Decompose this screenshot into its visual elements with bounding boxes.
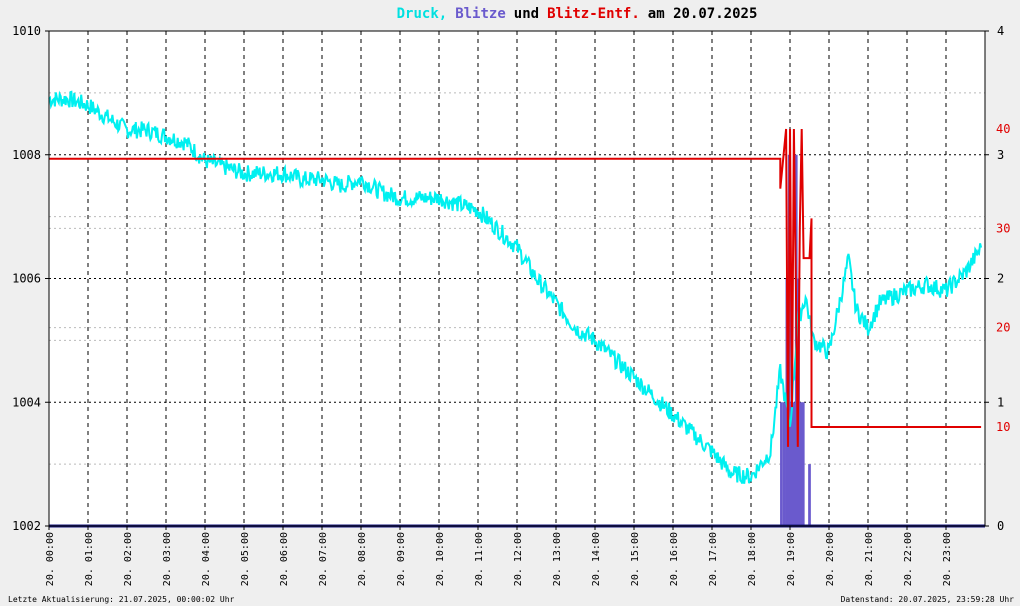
strike-bar [801,402,805,526]
x-tick-label: 20. 01:00 [84,532,95,586]
strike-bar [782,402,786,526]
strike-bar [808,464,811,526]
x-tick-label: 20. 04:00 [201,532,212,586]
x-tick-label: 20. 03:00 [162,532,173,586]
x-tick-label: 20. 11:00 [474,532,485,586]
x-tick-label: 20. 22:00 [903,532,914,586]
x-tick-label: 20. 21:00 [864,532,875,586]
strike-bar [790,402,793,526]
distance-series [49,128,982,447]
x-tick-label: 20. 13:00 [552,532,563,586]
x-tick-label: 20. 08:00 [357,532,368,586]
x-tick-label: 20. 18:00 [747,532,758,586]
x-tick-label: 20. 14:00 [591,532,602,586]
strike-bar [799,402,803,526]
y-right-strikes-label: 3 [997,148,1004,162]
y-right-distance-label: 20 [996,321,1010,335]
y-right-strikes-label: 2 [997,272,1004,286]
footer-data-status: Datenstand: 20.07.2025, 23:59:28 Uhr [841,595,1015,604]
x-tick-label: 20. 00:00 [45,532,56,586]
y-right-distance-label: 30 [996,221,1010,235]
x-tick-label: 20. 06:00 [279,532,290,586]
y-right-strikes-label: 1 [997,395,1004,409]
chart-title: Druck, Blitze und Blitz-Entf. am 20.07.2025 [397,6,758,22]
y-left-tick-label: 1002 [12,519,41,533]
footer-last-update: Letzte Aktualisierung: 21.07.2025, 00:00… [8,595,235,604]
strike-bar [780,402,783,526]
title-und: und [514,6,539,22]
y-left-tick-label: 1004 [12,395,41,409]
y-left-tick-label: 1008 [12,148,41,162]
y-right-strikes-label: 4 [997,24,1004,38]
x-tick-label: 20. 07:00 [318,532,329,586]
x-tick-label: 20. 19:00 [786,532,797,586]
y-right-distance-label: 10 [996,420,1010,434]
grid [49,31,985,526]
title-sep: , [439,6,447,22]
title-date: am 20.07.2025 [648,6,758,22]
x-tick-label: 20. 15:00 [630,532,641,586]
x-tick-label: 20. 10:00 [435,532,446,586]
x-tick-label: 20. 02:00 [123,532,134,586]
y-right-strikes-label: 0 [997,519,1004,533]
strike-bar [792,402,796,526]
distance-line [49,128,982,447]
title-druck: Druck [397,6,440,22]
x-tick-label: 20. 12:00 [513,532,524,586]
x-tick-label: 20. 09:00 [396,532,407,586]
x-tick-label: 20. 23:00 [942,532,953,586]
x-tick-label: 20. 16:00 [669,532,680,586]
title-blitz-entf: Blitz-Entf. [547,6,640,22]
title-blitze: Blitze [455,6,506,22]
pressure-series [48,90,983,484]
y-right-distance-label: 40 [996,122,1010,136]
x-tick-label: 20. 05:00 [240,532,251,586]
x-tick-label: 20. 17:00 [708,532,719,586]
y-left-tick-label: 1010 [12,24,41,38]
pressure-line [48,90,983,484]
x-tick-label: 20. 20:00 [825,532,836,586]
y-left-tick-label: 1006 [12,272,41,286]
